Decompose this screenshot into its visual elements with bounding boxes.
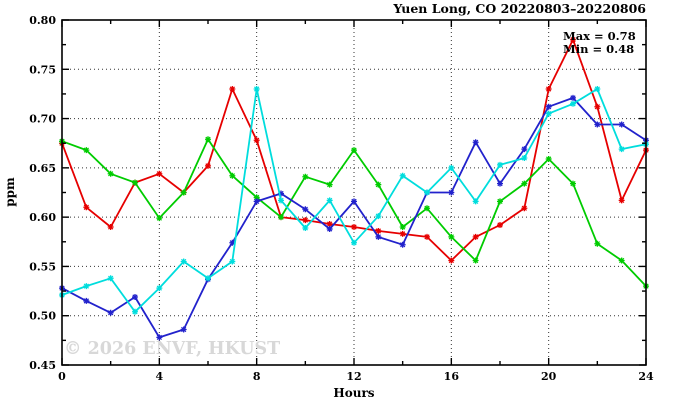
y-tick-label: 0.55 <box>29 260 56 273</box>
y-tick-label: 0.70 <box>29 113 56 126</box>
y-tick-label: 0.50 <box>29 310 56 323</box>
x-tick-label: 0 <box>58 370 66 383</box>
x-tick-label: 16 <box>444 370 460 383</box>
annotation-min: Min = 0.48 <box>563 42 634 56</box>
annotation-max: Max = 0.78 <box>563 29 636 43</box>
chart-title: Yuen Long, CO 20220803–20220806 <box>392 1 646 16</box>
x-tick-label: 12 <box>346 370 361 383</box>
y-axis-label: ppm <box>3 177 17 207</box>
y-tick-label: 0.45 <box>29 359 56 372</box>
series-line-blue <box>61 97 647 339</box>
x-tick-label: 4 <box>156 370 164 383</box>
y-tick-label: 0.65 <box>29 162 56 175</box>
x-tick-label: 24 <box>638 370 654 383</box>
watermark: © 2026 ENVF, HKUST <box>64 339 280 359</box>
chart-render-layer: 0 4 8 12 16 20 24 0.45 0.50 0.55 0.60 0.65 0.70 0.75 0… <box>29 14 654 383</box>
x-tick-label: 20 <box>541 370 557 383</box>
y-tick-label: 0.75 <box>29 63 56 76</box>
y-tick-label: 0.60 <box>29 211 56 224</box>
y-tick-label: 0.80 <box>29 14 56 27</box>
x-axis-label: Hours <box>333 386 374 400</box>
x-tick-label: 8 <box>253 370 261 383</box>
